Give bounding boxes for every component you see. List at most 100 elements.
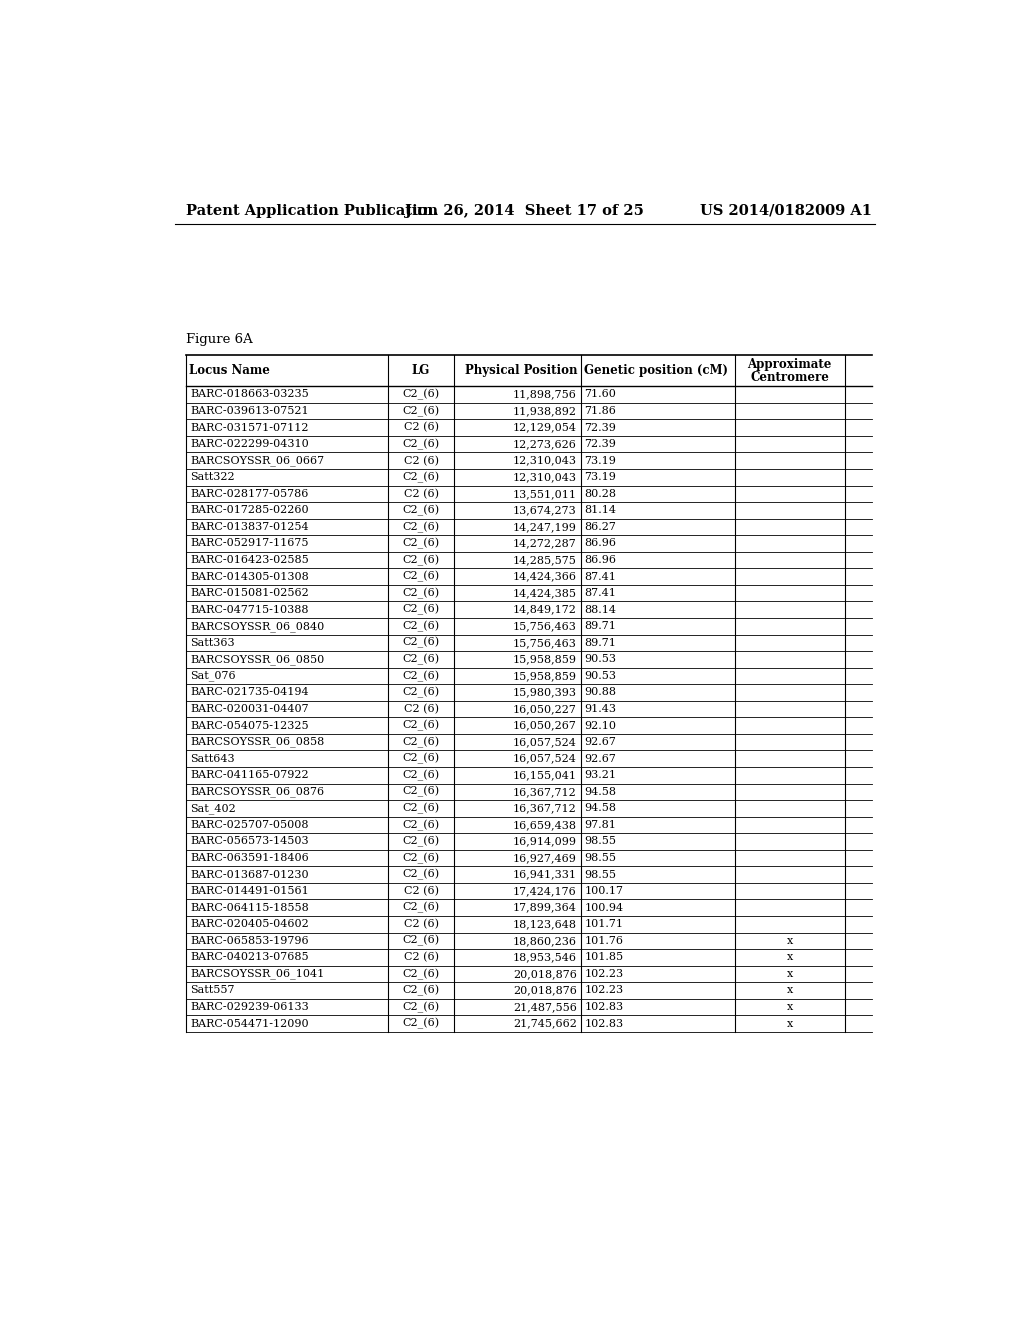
Text: 15,958,859: 15,958,859 [513, 671, 577, 681]
Text: C2_(6): C2_(6) [402, 653, 439, 665]
Text: C2_(6): C2_(6) [402, 471, 439, 483]
Text: BARC-013837-01254: BARC-013837-01254 [190, 521, 308, 532]
Text: 97.81: 97.81 [585, 820, 616, 830]
Text: Patent Application Publication: Patent Application Publication [186, 203, 438, 218]
Text: C2_(6): C2_(6) [402, 770, 439, 781]
Text: BARC-054075-12325: BARC-054075-12325 [190, 721, 308, 730]
Text: Jun. 26, 2014  Sheet 17 of 25: Jun. 26, 2014 Sheet 17 of 25 [406, 203, 644, 218]
Text: 13,551,011: 13,551,011 [513, 488, 577, 499]
Text: Centromere: Centromere [751, 371, 829, 384]
Text: 102.83: 102.83 [585, 1019, 624, 1028]
Text: LG: LG [412, 364, 430, 378]
Text: BARCSOYSSR_06_0876: BARCSOYSSR_06_0876 [190, 787, 325, 797]
Text: 16,941,331: 16,941,331 [513, 870, 577, 879]
Text: Approximate: Approximate [748, 358, 831, 371]
Text: C2 (6): C2 (6) [403, 455, 438, 466]
Text: C2_(6): C2_(6) [402, 836, 439, 847]
Text: 20,018,876: 20,018,876 [513, 986, 577, 995]
Text: 16,927,469: 16,927,469 [513, 853, 577, 863]
Text: C2_(6): C2_(6) [402, 935, 439, 946]
Text: x: x [786, 1002, 793, 1012]
Text: 98.55: 98.55 [585, 870, 616, 879]
Text: 21,487,556: 21,487,556 [513, 1002, 577, 1012]
Text: 89.71: 89.71 [585, 638, 616, 648]
Text: 86.27: 86.27 [585, 521, 616, 532]
Text: C2_(6): C2_(6) [402, 638, 439, 648]
Text: C2_(6): C2_(6) [402, 572, 439, 582]
Text: x: x [786, 1019, 793, 1028]
Text: 12,273,626: 12,273,626 [513, 440, 577, 449]
Text: C2_(6): C2_(6) [402, 752, 439, 764]
Text: BARC-014305-01308: BARC-014305-01308 [190, 572, 309, 582]
Text: C2_(6): C2_(6) [402, 389, 439, 400]
Text: 90.88: 90.88 [585, 688, 616, 697]
Text: 73.19: 73.19 [585, 473, 616, 482]
Text: BARCSOYSSR_06_1041: BARCSOYSSR_06_1041 [190, 969, 325, 979]
Text: 12,310,043: 12,310,043 [513, 473, 577, 482]
Text: BARC-065853-19796: BARC-065853-19796 [190, 936, 308, 946]
Text: Satt557: Satt557 [190, 986, 234, 995]
Text: C2 (6): C2 (6) [403, 886, 438, 896]
Text: BARC-029239-06133: BARC-029239-06133 [190, 1002, 309, 1012]
Text: C2_(6): C2_(6) [402, 969, 439, 979]
Text: BARCSOYSSR_06_0858: BARCSOYSSR_06_0858 [190, 737, 325, 747]
Text: BARC-013687-01230: BARC-013687-01230 [190, 870, 308, 879]
Text: C2_(6): C2_(6) [402, 1018, 439, 1030]
Text: BARC-041165-07922: BARC-041165-07922 [190, 771, 308, 780]
Text: C2_(6): C2_(6) [402, 820, 439, 830]
Text: 15,980,393: 15,980,393 [513, 688, 577, 697]
Text: 16,057,524: 16,057,524 [513, 737, 577, 747]
Text: BARCSOYSSR_06_0840: BARCSOYSSR_06_0840 [190, 620, 325, 631]
Text: BARC-056573-14503: BARC-056573-14503 [190, 837, 308, 846]
Text: 71.60: 71.60 [585, 389, 616, 400]
Text: 81.14: 81.14 [585, 506, 616, 515]
Text: 92.67: 92.67 [585, 737, 616, 747]
Text: C2_(6): C2_(6) [402, 853, 439, 863]
Text: BARC-018663-03235: BARC-018663-03235 [190, 389, 309, 400]
Text: Physical Position: Physical Position [465, 364, 578, 378]
Text: 86.96: 86.96 [585, 554, 616, 565]
Text: C2_(6): C2_(6) [402, 554, 439, 566]
Text: 16,050,267: 16,050,267 [513, 721, 577, 730]
Text: C2_(6): C2_(6) [402, 719, 439, 731]
Text: 89.71: 89.71 [585, 622, 616, 631]
Text: BARC-020031-04407: BARC-020031-04407 [190, 704, 308, 714]
Text: BARC-021735-04194: BARC-021735-04194 [190, 688, 308, 697]
Text: C2_(6): C2_(6) [402, 537, 439, 549]
Text: 94.58: 94.58 [585, 787, 616, 797]
Text: C2_(6): C2_(6) [402, 902, 439, 913]
Text: 18,123,648: 18,123,648 [513, 919, 577, 929]
Text: 16,367,712: 16,367,712 [513, 804, 577, 813]
Text: 20,018,876: 20,018,876 [513, 969, 577, 979]
Text: x: x [786, 969, 793, 979]
Text: C2 (6): C2 (6) [403, 919, 438, 929]
Text: BARC-047715-10388: BARC-047715-10388 [190, 605, 308, 615]
Text: BARC-020405-04602: BARC-020405-04602 [190, 919, 309, 929]
Text: 102.23: 102.23 [585, 969, 624, 979]
Text: BARC-054471-12090: BARC-054471-12090 [190, 1019, 308, 1028]
Text: BARC-052917-11675: BARC-052917-11675 [190, 539, 308, 549]
Text: C2_(6): C2_(6) [402, 438, 439, 450]
Text: BARC-014491-01561: BARC-014491-01561 [190, 886, 309, 896]
Text: 15,756,463: 15,756,463 [513, 622, 577, 631]
Text: 72.39: 72.39 [585, 440, 616, 449]
Text: Sat_076: Sat_076 [190, 671, 236, 681]
Text: Figure 6A: Figure 6A [186, 333, 253, 346]
Text: 90.53: 90.53 [585, 655, 616, 664]
Text: 92.67: 92.67 [585, 754, 616, 764]
Text: C2_(6): C2_(6) [402, 737, 439, 747]
Text: C2_(6): C2_(6) [402, 803, 439, 814]
Text: 16,659,438: 16,659,438 [513, 820, 577, 830]
Text: 18,860,236: 18,860,236 [513, 936, 577, 946]
Text: C2 (6): C2 (6) [403, 422, 438, 433]
Text: x: x [786, 952, 793, 962]
Text: 14,285,575: 14,285,575 [513, 554, 577, 565]
Text: C2 (6): C2 (6) [403, 952, 438, 962]
Text: C2 (6): C2 (6) [403, 704, 438, 714]
Text: 14,424,385: 14,424,385 [513, 589, 577, 598]
Text: 101.76: 101.76 [585, 936, 624, 946]
Text: 102.83: 102.83 [585, 1002, 624, 1012]
Text: BARC-063591-18406: BARC-063591-18406 [190, 853, 309, 863]
Text: 100.17: 100.17 [585, 886, 624, 896]
Text: 11,898,756: 11,898,756 [513, 389, 577, 400]
